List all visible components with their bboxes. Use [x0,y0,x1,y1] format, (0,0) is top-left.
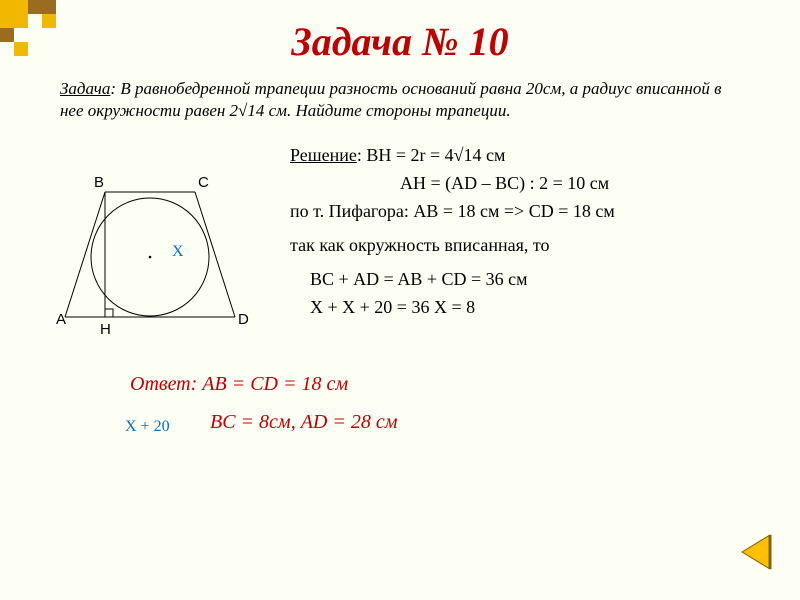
problem-label: Задача [60,79,110,98]
trapezoid-diagram: A B C D H [30,172,260,342]
svg-text:C: C [198,174,209,191]
answer-line2: BC = 8см, AD = 28 см [130,403,800,441]
answer-line1: Ответ: AB = CD = 18 см [130,365,800,403]
problem-text: : В равнобедренной трапеции разность осн… [60,79,721,120]
answer-block: Ответ: AB = CD = 18 см BC = 8см, AD = 28… [0,347,800,441]
problem-statement: Задача: В равнобедренной трапеции разнос… [0,73,800,122]
solution-line1: : ВН = 2r = 4√14 см [357,145,506,165]
solution-line5: ВС + AD = AB + CD = 36 см [290,260,770,294]
svg-text:H: H [100,321,111,338]
svg-text:A: A [56,311,66,328]
nav-back-button[interactable] [736,531,778,578]
diagram-label-x: X [172,243,184,261]
diagram-container: A B C D H [30,142,290,347]
solution-line2: АН = (AD – BC) : 2 = 10 см [290,170,770,198]
svg-text:B: B [94,174,104,191]
solution-label: Решение [290,145,357,165]
svg-text:D: D [238,311,249,328]
solution-block: Решение: ВН = 2r = 4√14 см АН = (AD – BC… [290,142,770,347]
corner-decoration [0,0,120,65]
solution-line3: по т. Пифагора: АВ = 18 см => CD = 18 см [290,198,770,226]
solution-line4: так как окружность вписанная, то [290,226,770,260]
diagram-label-x20: X + 20 [125,418,170,436]
solution-line6: X + X + 20 = 36 X = 8 [290,294,770,322]
slide-title: Задача № 10 [0,0,800,73]
